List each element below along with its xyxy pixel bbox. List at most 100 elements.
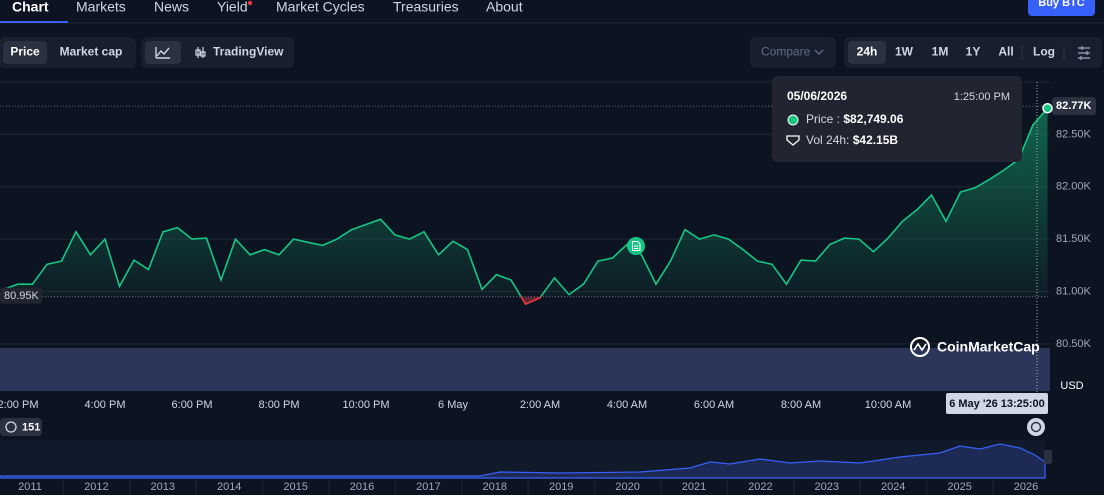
range-button[interactable]: 24h — [857, 45, 878, 59]
tooltip-volume-label-text: Vol 24h: — [806, 133, 853, 147]
year-label: 2011 — [18, 481, 42, 493]
range-buttons: 24h 1W 1M 1Y All — [857, 45, 1014, 59]
compare-button[interactable] — [750, 37, 836, 68]
toolbar: Price Market cap TradingView Compare 24h… — [0, 37, 1102, 68]
new-dot — [247, 0, 253, 6]
news-marker-icon — [632, 241, 641, 251]
x-tick-label: 4:00 PM — [85, 399, 126, 411]
range-button[interactable]: 1M — [932, 45, 949, 59]
nav-tab[interactable]: News — [154, 0, 189, 15]
tooltip: 05/06/2026 1:25:00 PM Price : $82,749.06… — [772, 76, 1022, 162]
price-dot — [787, 114, 799, 126]
year-label: 2020 — [615, 481, 639, 493]
series — [3, 107, 1049, 306]
volume-icon — [786, 135, 800, 146]
watermark-text: CoinMarketCap — [937, 339, 1040, 355]
x-tick-label: 2:00 PM — [0, 399, 38, 411]
range-active-bg — [848, 41, 886, 64]
year-label: 2012 — [84, 481, 108, 493]
navigator-years: 2011 2012 2013 2014 2015 2016 2017 2018 2019 2020… — [18, 480, 1038, 495]
y-tick-label: 80.50K — [1056, 338, 1092, 350]
year-label: 2013 — [151, 481, 175, 493]
navigator: 151 2011 2012 2013 2014 2015 2016 2017 2018 2019… — [0, 418, 1052, 495]
price-line — [3, 107, 1049, 297]
x-tick-label: 8:00 PM — [259, 399, 300, 411]
volume-area — [0, 348, 1050, 391]
x-tick-label: 10:00 AM — [865, 399, 911, 411]
watermark: CoinMarketCap — [910, 337, 1040, 357]
baseline-label: 80.95K — [4, 290, 40, 302]
hover-point — [1042, 103, 1053, 114]
x-tick-label: 6:00 PM — [172, 399, 213, 411]
price-button-label[interactable]: Price — [10, 45, 40, 59]
year-label: 2016 — [350, 481, 374, 493]
nav-tab[interactable]: Treasuries — [393, 0, 459, 15]
y-tick-label: 82.00K — [1056, 181, 1092, 193]
tooltip-box — [772, 76, 1022, 162]
y-tick-label: 81.00K — [1056, 285, 1092, 297]
x-tick-label: 10:00 PM — [342, 399, 389, 411]
compare-label[interactable]: Compare — [761, 45, 811, 59]
nav-tab[interactable]: Market Cycles — [276, 0, 365, 15]
buy-button[interactable] — [1028, 0, 1095, 16]
range-toggle — [844, 37, 1102, 68]
watermark-logo — [910, 337, 930, 357]
settings-icon[interactable] — [1078, 46, 1090, 60]
year-label: 2025 — [947, 481, 971, 493]
last-price-label-bg — [1052, 97, 1096, 116]
x-tick-label: 6:00 AM — [694, 399, 734, 411]
top-nav: Buy BTC Chart Markets News Yield Market Cycl… — [0, 0, 1104, 24]
navigator-line — [0, 443, 1046, 479]
price-button[interactable] — [3, 41, 47, 64]
nav-tab[interactable]: Markets — [76, 0, 126, 15]
crosshair-label-bg — [946, 393, 1048, 414]
crosshair-label: 6 May '26 13:25:00 — [949, 398, 1045, 410]
candle-icon — [195, 47, 206, 58]
year-label: 2015 — [283, 481, 307, 493]
nav-tab[interactable]: About — [486, 0, 523, 15]
range-button[interactable]: 1W — [895, 45, 914, 59]
history-badge-label[interactable]: 151 — [22, 421, 40, 433]
year-label: 2026 — [1014, 481, 1038, 493]
currency-label: USD — [1060, 380, 1083, 392]
overlay: 80.95K 82.77K 6 May '26 13:25:00 — [0, 82, 1096, 414]
buy-button-label[interactable]: Buy BTC — [1038, 0, 1085, 9]
navigator-handle[interactable] — [1044, 450, 1052, 464]
nav-tab[interactable]: Yield — [217, 0, 248, 15]
year-label: 2017 — [416, 481, 440, 493]
tooltip-price-label: Price : $82,749.06 — [806, 112, 904, 126]
tooltip-date: 05/06/2026 — [787, 89, 847, 103]
active-tab-underline — [0, 21, 68, 23]
year-label: 2018 — [483, 481, 507, 493]
price-line-below — [520, 296, 542, 306]
range-button[interactable]: 1Y — [966, 45, 981, 59]
tooltip-volume-value: $42.15B — [853, 133, 899, 147]
tooltip-price-label-text: Price : — [806, 112, 843, 126]
history-icon — [5, 421, 17, 433]
range-button[interactable]: All — [998, 45, 1013, 59]
year-label: 2019 — [549, 481, 573, 493]
reset-icon — [1030, 421, 1042, 433]
market-cap-button[interactable]: Market cap — [60, 45, 123, 59]
line-chart-icon — [155, 47, 170, 59]
x-tick-label: 4:00 AM — [607, 399, 647, 411]
year-label: 2014 — [217, 481, 241, 493]
year-label: 2023 — [815, 481, 839, 493]
tooltip-price-value: $82,749.06 — [843, 112, 903, 126]
year-label: 2021 — [682, 481, 706, 493]
price-area-below — [3, 296, 1048, 305]
watermark-logo-mark — [913, 342, 927, 352]
log-button[interactable]: Log — [1033, 45, 1055, 59]
nav-tab[interactable]: Chart — [12, 0, 49, 15]
last-price-label: 82.77K — [1056, 100, 1092, 112]
year-label: 2022 — [748, 481, 772, 493]
y-tick-label: 82.50K — [1056, 128, 1092, 140]
x-tick-label: 6 May — [438, 399, 468, 411]
tradingview-button[interactable]: TradingView — [213, 45, 284, 59]
tooltip-volume-label: Vol 24h: $42.15B — [806, 133, 898, 147]
year-label: 2024 — [881, 481, 905, 493]
baseline-label-bg — [0, 287, 42, 304]
y-tick-label: 81.50K — [1056, 233, 1092, 245]
reset-button[interactable] — [1027, 418, 1045, 436]
